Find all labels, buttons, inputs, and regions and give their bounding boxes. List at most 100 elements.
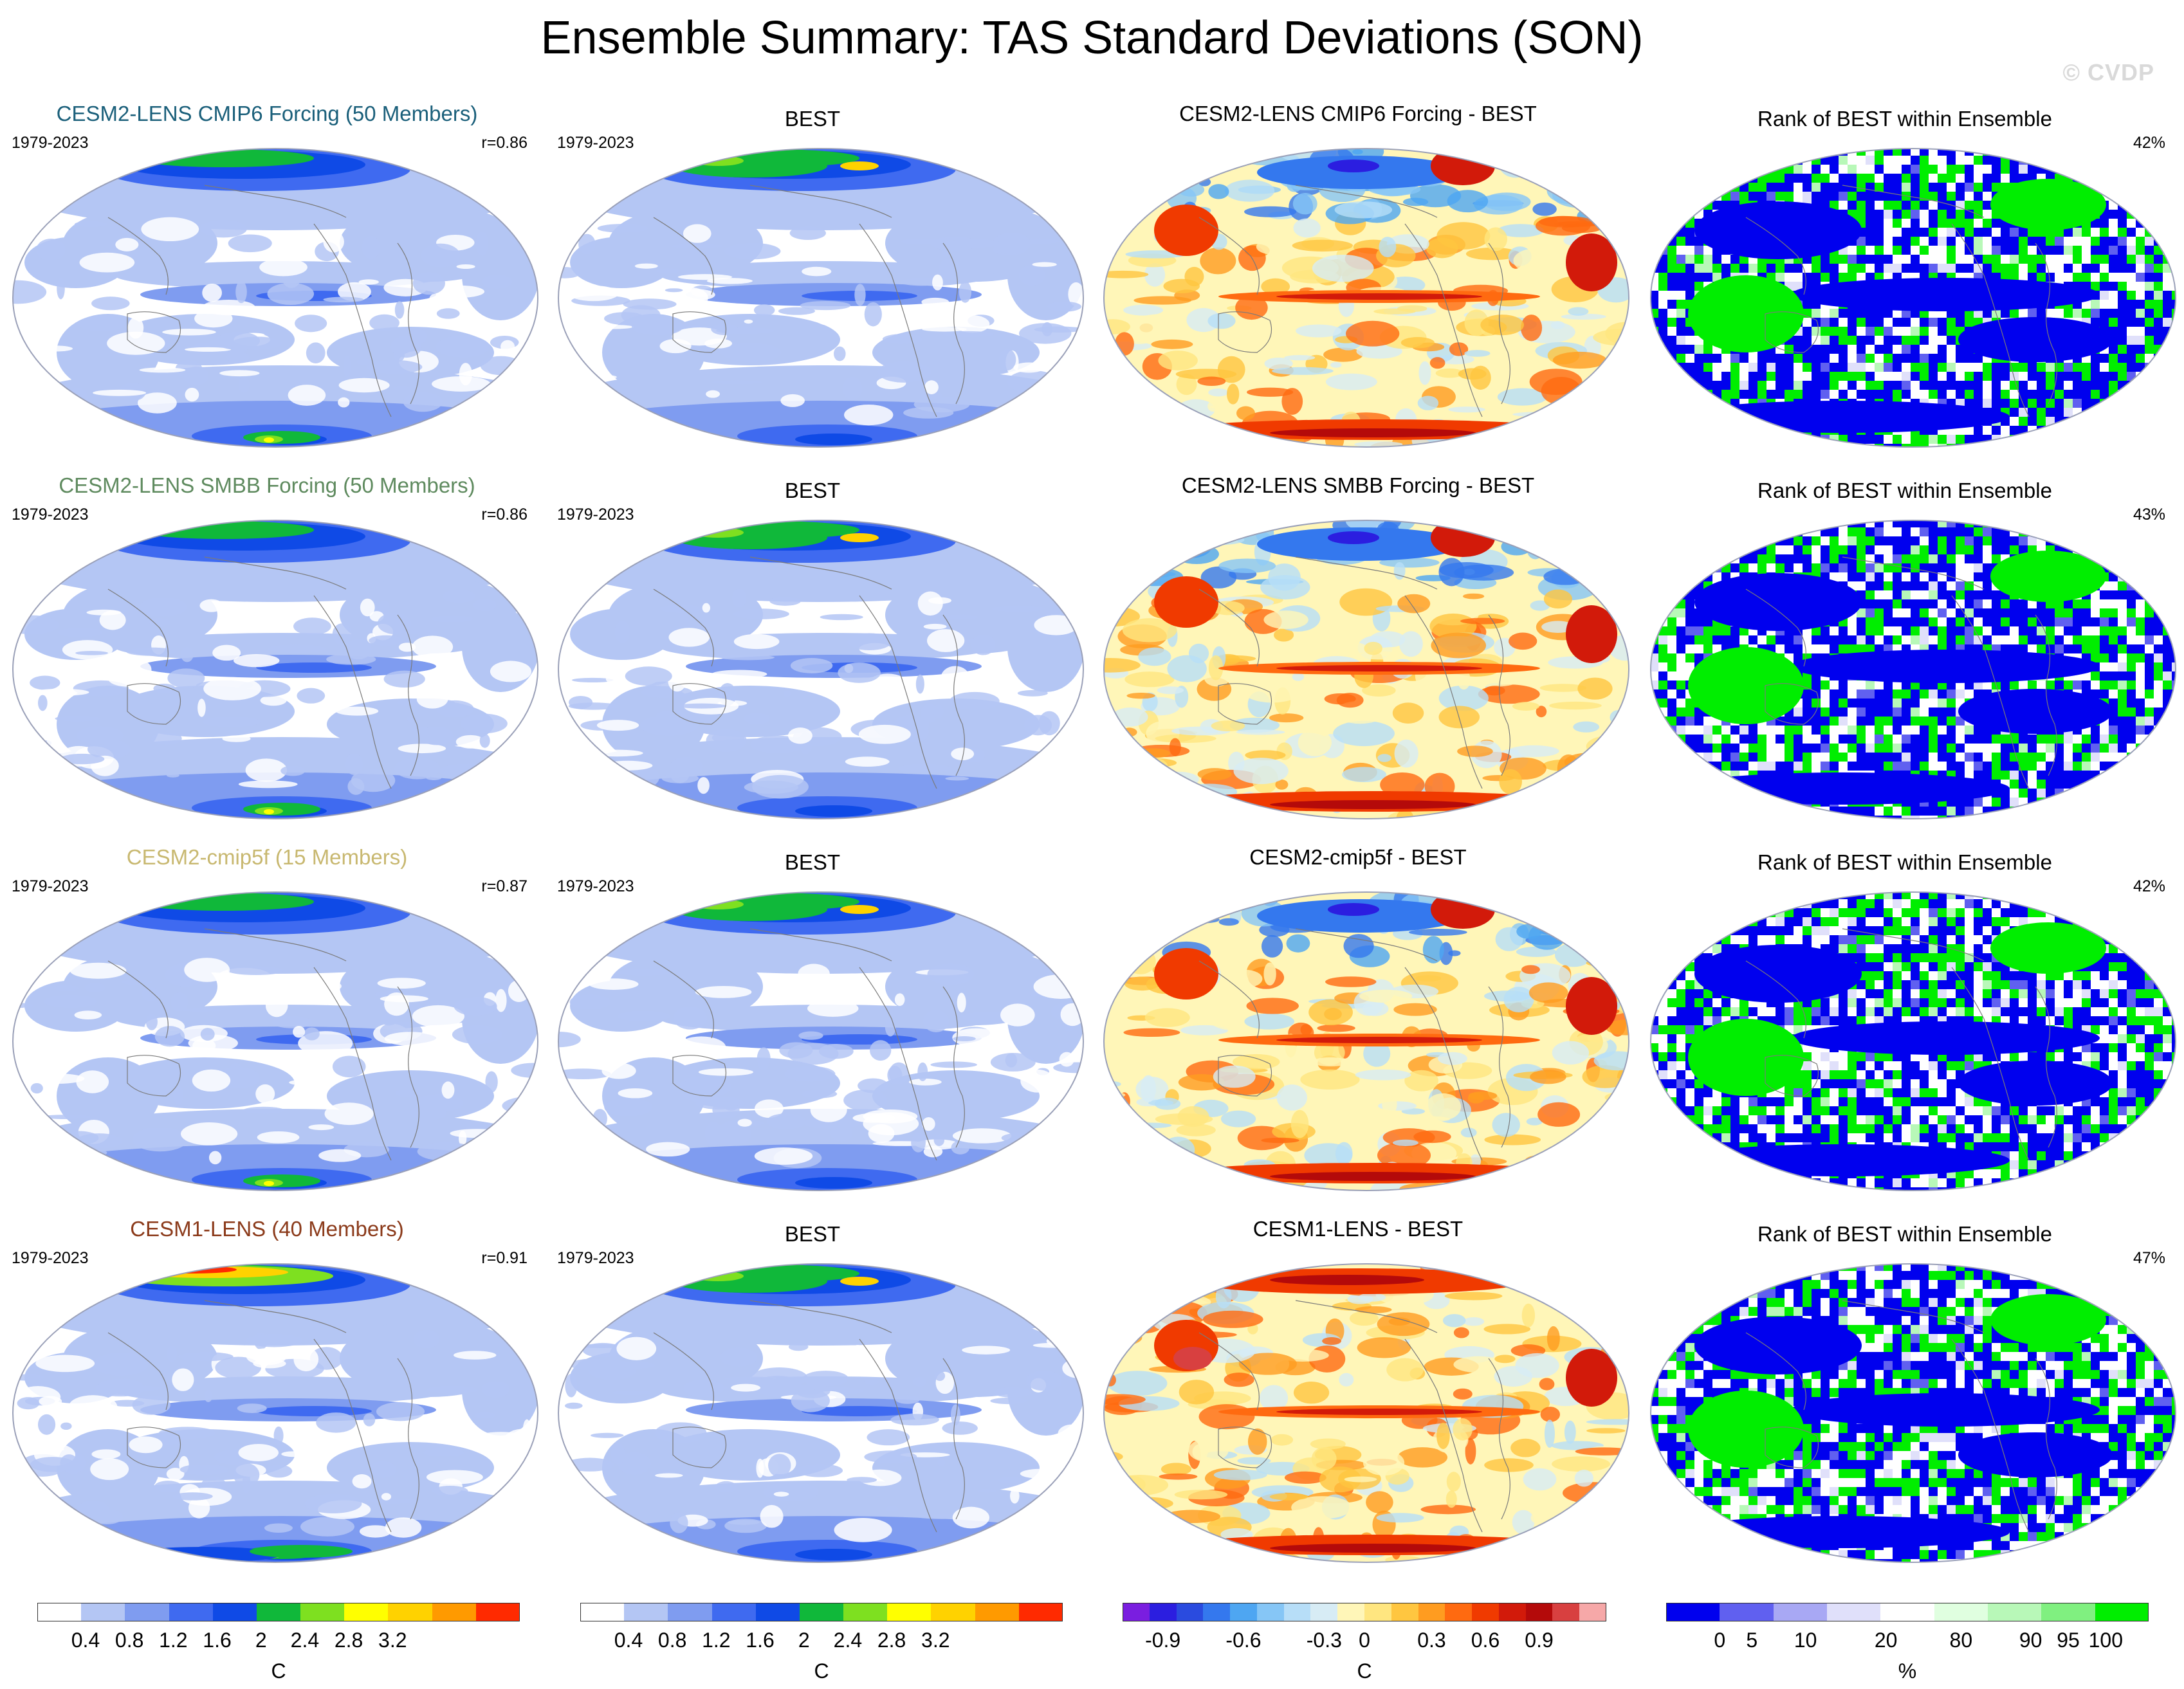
std-colorbar-model-unit: C bbox=[271, 1659, 286, 1683]
panel-obs-3: BEST 1979-2023 bbox=[546, 1217, 1084, 1577]
diff-colorbar-swatch bbox=[1391, 1603, 1419, 1621]
std-colorbar-model-swatch bbox=[81, 1603, 125, 1621]
std-colorbar-obs-swatch bbox=[799, 1603, 844, 1621]
std-colorbar-obs-swatch bbox=[843, 1603, 888, 1621]
std-colorbar-obs-swatch bbox=[624, 1603, 668, 1621]
std-colorbar-obs-swatch bbox=[668, 1603, 713, 1621]
rank-map-0 bbox=[1650, 148, 2176, 448]
obs-map-0 bbox=[558, 148, 1084, 448]
std-colorbar-obs-label: 2.4 bbox=[833, 1629, 863, 1652]
std-colorbar-obs-label: 3.2 bbox=[921, 1629, 950, 1652]
diff-colorbar-label: -0.6 bbox=[1225, 1629, 1262, 1652]
std-colorbar-model-label: 3.2 bbox=[378, 1629, 407, 1652]
panel-rank-3: Rank of BEST within Ensemble 47% bbox=[1638, 1217, 2176, 1577]
model-title: CESM2-LENS SMBB Forcing (50 Members) bbox=[59, 473, 475, 497]
model-map-0 bbox=[12, 148, 538, 448]
map-outline bbox=[1650, 520, 2176, 819]
std-colorbar-model-swatch bbox=[37, 1603, 82, 1621]
std-colorbar-obs-swatch bbox=[1018, 1603, 1063, 1621]
diff-colorbar-frame bbox=[1123, 1603, 1606, 1621]
rank-colorbar-swatch bbox=[1720, 1603, 1774, 1621]
map-outline bbox=[1103, 891, 1629, 1191]
rank-title: Rank of BEST within Ensemble bbox=[1757, 1222, 2052, 1246]
rank-title: Rank of BEST within Ensemble bbox=[1757, 107, 2052, 131]
panel-obs-0: BEST 1979-2023 bbox=[546, 102, 1084, 462]
rank-colorbar-unit: % bbox=[1898, 1659, 1917, 1683]
panel-diff-2: CESM2-cmip5f - BEST bbox=[1091, 845, 1629, 1205]
std-colorbar-obs: 0.4 0.8 1.2 1.6 2 2.4 2.8 3.2 C bbox=[580, 1603, 1063, 1686]
obs-title: BEST bbox=[784, 1222, 841, 1246]
map-outline bbox=[1103, 148, 1629, 448]
rank-map-1 bbox=[1650, 520, 2176, 819]
diff-colorbar-swatch bbox=[1525, 1603, 1553, 1621]
diff-colorbar-swatch bbox=[1176, 1603, 1204, 1621]
rank-colorbar-frame bbox=[1666, 1603, 2149, 1621]
std-colorbar-obs-unit: C bbox=[814, 1659, 829, 1683]
panel-model-0: CESM2-LENS CMIP6 Forcing (50 Members) 197… bbox=[0, 102, 538, 462]
pattern-correlation: r=0.91 bbox=[481, 1249, 528, 1267]
std-colorbar-model-label: 1.2 bbox=[159, 1629, 188, 1652]
diff-colorbar-swatch bbox=[1418, 1603, 1445, 1621]
panel-diff-3: CESM1-LENS - BEST bbox=[1091, 1217, 1629, 1577]
map-outline bbox=[12, 891, 538, 1191]
rank-colorbar-swatch bbox=[1880, 1603, 1935, 1621]
std-colorbar-obs-frame bbox=[580, 1603, 1063, 1621]
rank-colorbar-swatch bbox=[2041, 1603, 2096, 1621]
model-period: 1979-2023 bbox=[12, 506, 89, 524]
map-outline bbox=[12, 148, 538, 448]
diff-colorbar-swatch bbox=[1552, 1603, 1580, 1621]
std-colorbar-model-label: 1.6 bbox=[203, 1629, 232, 1652]
std-colorbar-obs-swatch bbox=[711, 1603, 757, 1621]
diff-colorbar-swatch bbox=[1498, 1603, 1527, 1621]
diff-title: CESM2-LENS SMBB Forcing - BEST bbox=[1181, 473, 1535, 497]
diff-colorbar-label: 0.6 bbox=[1471, 1629, 1500, 1652]
panel-rank-2: Rank of BEST within Ensemble 42% bbox=[1638, 845, 2176, 1205]
rank-title: Rank of BEST within Ensemble bbox=[1757, 479, 2052, 502]
diff-colorbar-label: 0.3 bbox=[1417, 1629, 1446, 1652]
diff-colorbar-swatch bbox=[1364, 1603, 1392, 1621]
diff-colorbar-swatch bbox=[1472, 1603, 1500, 1621]
diff-map-3 bbox=[1103, 1263, 1629, 1563]
obs-map-2 bbox=[558, 891, 1084, 1191]
map-outline bbox=[558, 148, 1084, 448]
diff-map-2 bbox=[1103, 891, 1629, 1191]
std-colorbar-obs-label: 2 bbox=[798, 1629, 810, 1652]
rank-percent: 47% bbox=[2133, 1249, 2165, 1267]
rank-title: Rank of BEST within Ensemble bbox=[1757, 850, 2052, 874]
model-period: 1979-2023 bbox=[12, 134, 89, 152]
diff-colorbar-swatch bbox=[1149, 1603, 1177, 1621]
rank-colorbar-swatch bbox=[1934, 1603, 1988, 1621]
std-colorbar-model-label: 0.8 bbox=[115, 1629, 144, 1652]
rank-percent: 43% bbox=[2133, 506, 2165, 524]
panel-obs-2: BEST 1979-2023 bbox=[546, 845, 1084, 1205]
model-map-2 bbox=[12, 891, 538, 1191]
diff-colorbar-swatch bbox=[1256, 1603, 1285, 1621]
obs-title: BEST bbox=[784, 850, 841, 874]
panel-diff-0: CESM2-LENS CMIP6 Forcing - BEST bbox=[1091, 102, 1629, 462]
std-colorbar-model-swatch bbox=[169, 1603, 214, 1621]
obs-period: 1979-2023 bbox=[557, 877, 634, 895]
std-colorbar-obs-label: 1.2 bbox=[702, 1629, 731, 1652]
std-colorbar-model-label: 2.4 bbox=[290, 1629, 320, 1652]
diff-colorbar-label: 0.9 bbox=[1525, 1629, 1554, 1652]
std-colorbar-model-label: 2 bbox=[255, 1629, 267, 1652]
rank-colorbar-label: 90 bbox=[2019, 1629, 2042, 1652]
diff-title: CESM1-LENS - BEST bbox=[1253, 1217, 1464, 1241]
obs-period: 1979-2023 bbox=[557, 134, 634, 152]
diff-colorbar-swatch bbox=[1203, 1603, 1231, 1621]
diff-colorbar-swatch bbox=[1445, 1603, 1473, 1621]
rank-colorbar-swatch bbox=[1666, 1603, 1720, 1621]
diff-colorbar-label: -0.3 bbox=[1306, 1629, 1342, 1652]
map-outline bbox=[1103, 520, 1629, 819]
rank-map-3 bbox=[1650, 1263, 2176, 1563]
std-colorbar-model-frame bbox=[37, 1603, 520, 1621]
panel-model-3: CESM1-LENS (40 Members) 1979-2023 r=0.91 bbox=[0, 1217, 538, 1577]
std-colorbar-model-swatch bbox=[256, 1603, 301, 1621]
map-outline bbox=[558, 891, 1084, 1191]
rank-colorbar-label: 95 bbox=[2057, 1629, 2080, 1652]
std-colorbar-obs-label: 2.8 bbox=[877, 1629, 906, 1652]
diff-colorbar-swatch bbox=[1337, 1603, 1365, 1621]
model-title: CESM1-LENS (40 Members) bbox=[130, 1217, 404, 1241]
model-map-1 bbox=[12, 520, 538, 819]
model-title: CESM2-cmip5f (15 Members) bbox=[126, 845, 408, 869]
